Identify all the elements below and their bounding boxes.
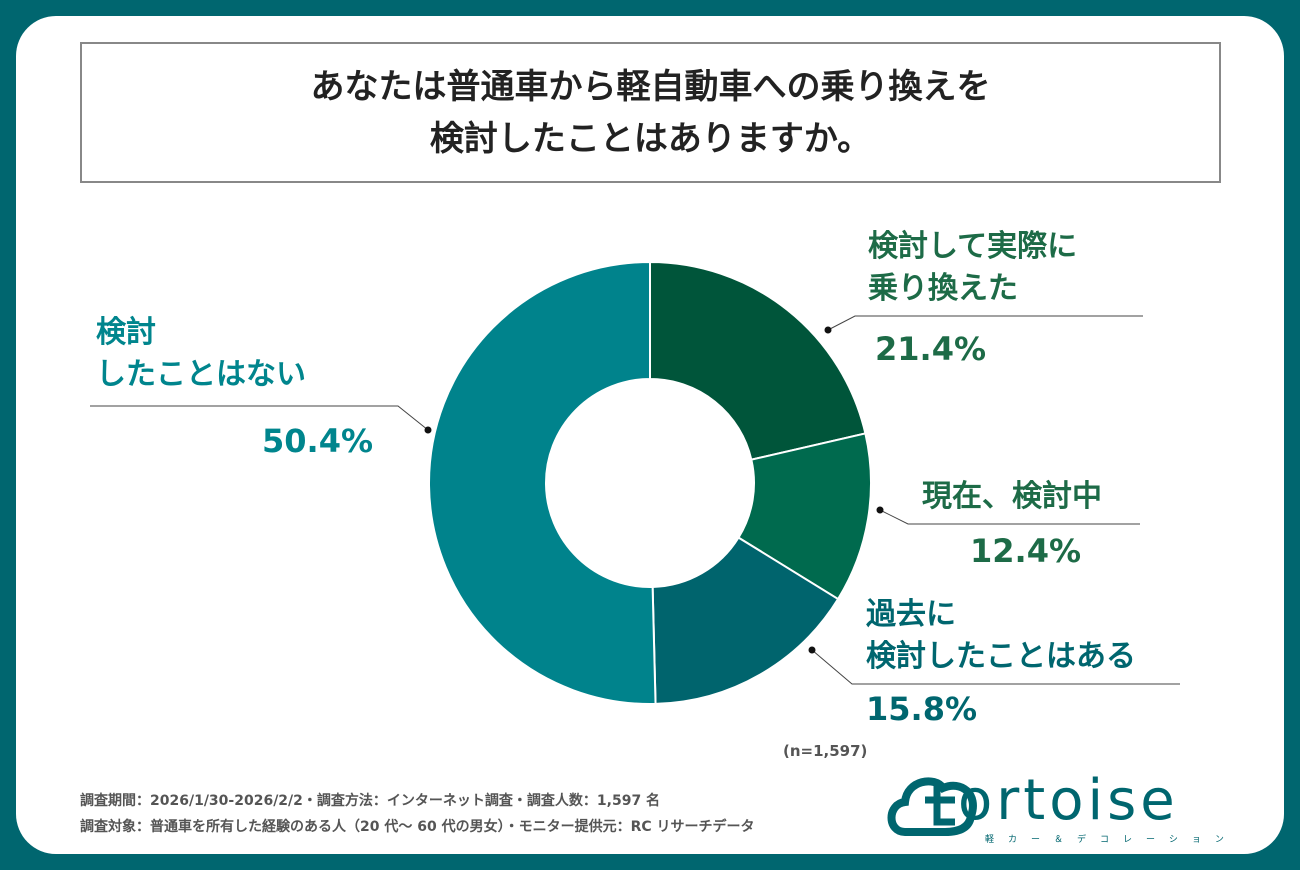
leader-line-2 <box>879 509 1140 525</box>
label-text: 検討して実際に <box>868 229 1078 264</box>
label-never: 検討 したことはない <box>96 312 306 396</box>
chart-title: あなたは普通車から軽自動車への乗り換えを 検討したことはありますか。 <box>80 42 1221 183</box>
leader-dot-4 <box>424 426 432 434</box>
label-text: 現在、検討中 <box>922 479 1102 514</box>
tortoise-logo-icon <box>887 777 977 836</box>
logo-text: ortoise <box>958 768 1179 833</box>
sample-size: (n=1,597) <box>783 742 868 760</box>
card <box>16 16 1284 854</box>
label-past: 過去に 検討したことはある <box>866 594 1136 678</box>
pct-past: 15.8% <box>866 690 978 728</box>
leader-line-3 <box>811 649 1180 685</box>
label-text: 検討したことはある <box>866 639 1136 674</box>
donut-slice-1 <box>649 260 867 461</box>
leader-dot-1 <box>824 326 832 334</box>
label-text: 検討 <box>96 315 156 350</box>
label-switched: 検討して実際に 乗り換えた <box>868 226 1077 310</box>
leader-dot-3 <box>808 646 816 654</box>
leader-line-4 <box>90 405 429 431</box>
pct-considering: 12.4% <box>970 532 1082 570</box>
footer-line-2: 調査対象：普通車を所有した経験のある人（20 代～ 60 代の男女）・モニター提… <box>80 819 755 835</box>
donut-slice-4 <box>428 260 657 705</box>
leader-dot-2 <box>876 506 884 514</box>
logo-subtext: 軽カー＆デコレーション <box>985 835 1238 845</box>
label-considering: 現在、検討中 <box>922 476 1102 518</box>
label-text: 過去に <box>866 597 956 632</box>
title-line-1: あなたは普通車から軽自動車への乗り換えを <box>310 66 991 107</box>
pct-never: 50.4% <box>262 422 374 460</box>
label-text: したことはない <box>96 357 306 392</box>
footer-line-1: 調査期間：2026/1/30-2026/2/2・調査方法：インターネット調査・調… <box>80 793 661 809</box>
donut-slice-3 <box>651 536 840 705</box>
pct-switched: 21.4% <box>875 330 987 368</box>
leader-line-1 <box>827 315 1143 331</box>
title-line-2: 検討したことはありますか。 <box>429 118 872 159</box>
label-text: 乗り換えた <box>868 271 1018 306</box>
